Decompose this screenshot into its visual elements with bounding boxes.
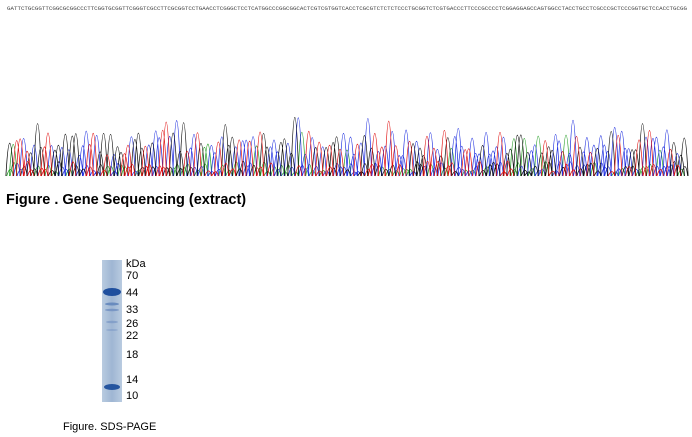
- gel-unit-label: kDa: [126, 258, 146, 270]
- sequence-letters: GATTCTGCGGTTCGGCGCGGCCCTTCGGTGCGGTTCGGGT…: [7, 6, 687, 12]
- gel-band-low: [104, 384, 120, 390]
- gel-band-faint: [106, 320, 118, 324]
- gel-marker-33: 33: [126, 304, 139, 316]
- gel-marker-70: 70: [126, 270, 139, 282]
- trace-t: [12, 120, 682, 177]
- gel-marker-26: 26: [126, 318, 139, 330]
- gel-marker-14: 14: [126, 374, 139, 386]
- figure-caption-sds-page: Figure. SDS-PAGE: [63, 421, 157, 433]
- sequencing-chromatogram: GATTCTGCGGTTCGGCGCGGCCCTTCGGTGCGGTTCGGGT…: [5, 6, 689, 177]
- chromatogram-traces: [5, 117, 689, 177]
- gel-band-main: [103, 288, 121, 296]
- gel-band-faint: [105, 302, 119, 306]
- gel-marker-22: 22: [126, 330, 139, 342]
- sds-page-gel-lane: [102, 260, 122, 402]
- gel-marker-18: 18: [126, 349, 139, 361]
- gel-band-faint: [106, 329, 118, 331]
- figure-caption-sequencing: Figure . Gene Sequencing (extract): [6, 192, 247, 208]
- gel-band-faint: [105, 308, 119, 312]
- gel-marker-44: 44: [126, 287, 139, 299]
- gel-marker-10: 10: [126, 390, 139, 402]
